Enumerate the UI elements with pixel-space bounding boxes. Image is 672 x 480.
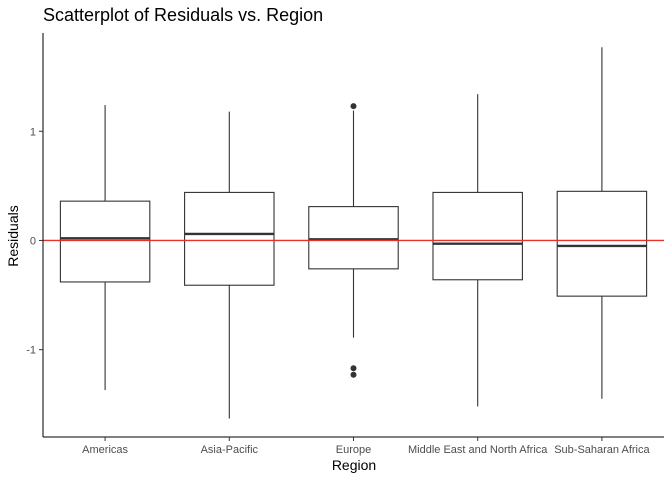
x-tick-label: Sub-Saharan Africa bbox=[554, 444, 650, 456]
box bbox=[432, 191, 523, 281]
x-axis-title: Region bbox=[332, 457, 376, 473]
x-tick-label: Asia-Pacific bbox=[201, 444, 259, 456]
y-tick-label: 0 bbox=[30, 235, 36, 247]
box bbox=[308, 206, 399, 270]
box bbox=[556, 190, 648, 297]
box bbox=[184, 191, 275, 286]
y-tick-label: -1 bbox=[26, 345, 36, 357]
x-tick-label: Europe bbox=[336, 444, 371, 456]
chart-title: Scatterplot of Residuals vs. Region bbox=[43, 5, 323, 25]
x-tick-label: Americas bbox=[82, 444, 128, 456]
box bbox=[59, 200, 151, 283]
outlier-point bbox=[350, 371, 357, 378]
y-axis-title: Residuals bbox=[5, 205, 21, 266]
x-tick-label: Middle East and North Africa bbox=[408, 444, 548, 456]
outlier-point bbox=[350, 365, 357, 372]
outlier-point bbox=[350, 103, 357, 110]
y-tick-label: 1 bbox=[30, 126, 36, 138]
plot-area: -1 0 1 Americas Asia-Pacific Europe Middle Eas… bbox=[26, 33, 664, 456]
